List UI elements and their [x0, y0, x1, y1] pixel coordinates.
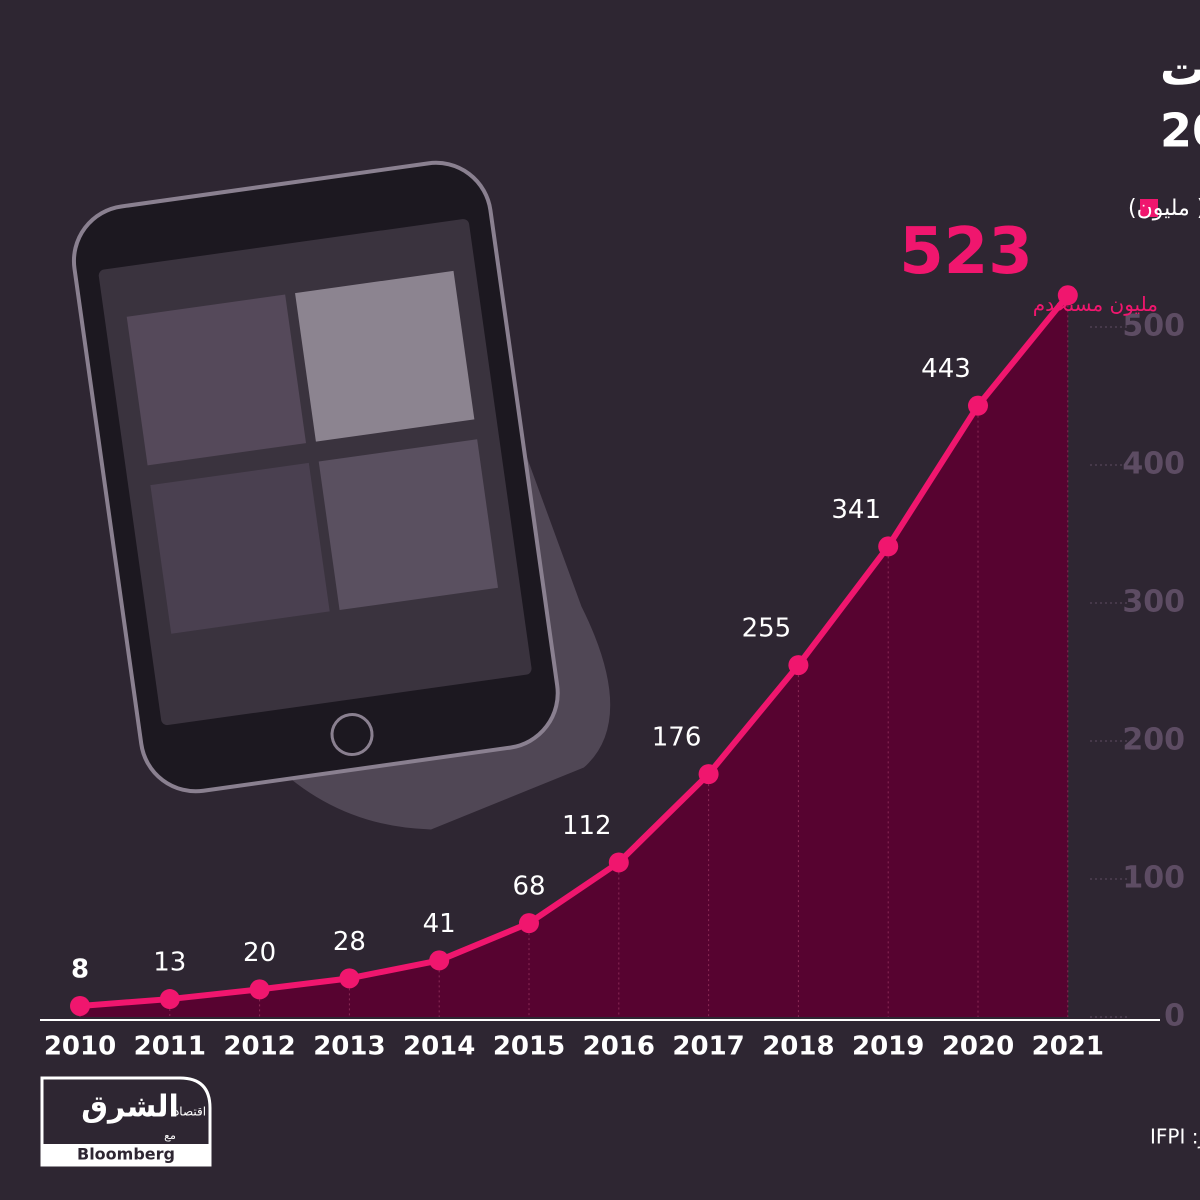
chart-title: الموسيقى المدفوعة في 2021 — [1160, 104, 1200, 158]
data-label: 28 — [333, 927, 366, 957]
point — [698, 764, 719, 785]
x-tick-label: 2011 — [134, 1032, 206, 1062]
point — [878, 536, 899, 557]
data-label: 68 — [512, 872, 545, 902]
data-label: 112 — [562, 811, 612, 841]
x-tick-label: 2017 — [672, 1032, 744, 1062]
x-tick-label: 2021 — [1032, 1032, 1104, 1062]
point — [1057, 285, 1078, 306]
legend-label: عدد المستخدمين ( مليون) — [1128, 196, 1200, 221]
point — [429, 950, 450, 971]
logo-partner: Bloomberg — [77, 1145, 175, 1164]
point — [968, 395, 988, 416]
x-tick-label: 2018 — [762, 1032, 834, 1062]
point — [159, 989, 180, 1010]
point — [249, 979, 270, 1000]
x-tick-label: 2019 — [852, 1032, 924, 1062]
x-tick-label: 2012 — [223, 1032, 295, 1062]
x-tick-label: 2016 — [583, 1032, 655, 1062]
source: المصدر: IFPI — [1150, 1125, 1200, 1149]
phone-illustration — [71, 160, 611, 830]
data-label: 341 — [831, 495, 881, 525]
annotation: مليون مستخدم — [1033, 292, 1158, 316]
logo-with: مع — [164, 1129, 176, 1142]
y-tick-label: 500 — [1122, 309, 1185, 344]
y-tick-label: 200 — [1122, 723, 1185, 758]
point — [70, 995, 90, 1016]
x-tick-label: 2013 — [313, 1032, 385, 1062]
data-label: 41 — [423, 909, 456, 939]
legend-swatch — [1140, 199, 1158, 217]
y-tick-label: 400 — [1122, 447, 1185, 482]
logo: الشرق اقتصاد مع Bloomberg — [40, 1076, 212, 1167]
line — [79, 293, 1071, 1009]
data-label: 8 — [71, 954, 89, 984]
y-tick-label: 100 — [1122, 861, 1185, 896]
data-label: 255 — [742, 614, 792, 644]
x-tick-label: 2010 — [44, 1032, 116, 1062]
logo-sub: اقتصاد — [174, 1105, 206, 1119]
y-tick-label: 0 — [1164, 999, 1185, 1034]
data-label: 523 — [899, 215, 1033, 289]
data-label: 176 — [652, 723, 702, 753]
x-tick-label: 2015 — [493, 1032, 565, 1062]
data-label: 13 — [153, 948, 186, 978]
logo-name: الشرق — [81, 1090, 179, 1125]
x-tick-label: 2014 — [403, 1032, 475, 1062]
point — [788, 655, 809, 676]
data-label: 443 — [921, 354, 971, 384]
chart-title: 80 مليون مستخدم جديد لتطبيقات — [1160, 42, 1200, 96]
point — [519, 913, 539, 934]
y-tick-label: 300 — [1122, 585, 1185, 620]
point — [608, 852, 629, 873]
point — [339, 968, 360, 989]
data-label: 20 — [243, 938, 276, 968]
x-tick-label: 2020 — [942, 1032, 1014, 1062]
area — [80, 295, 1068, 1017]
